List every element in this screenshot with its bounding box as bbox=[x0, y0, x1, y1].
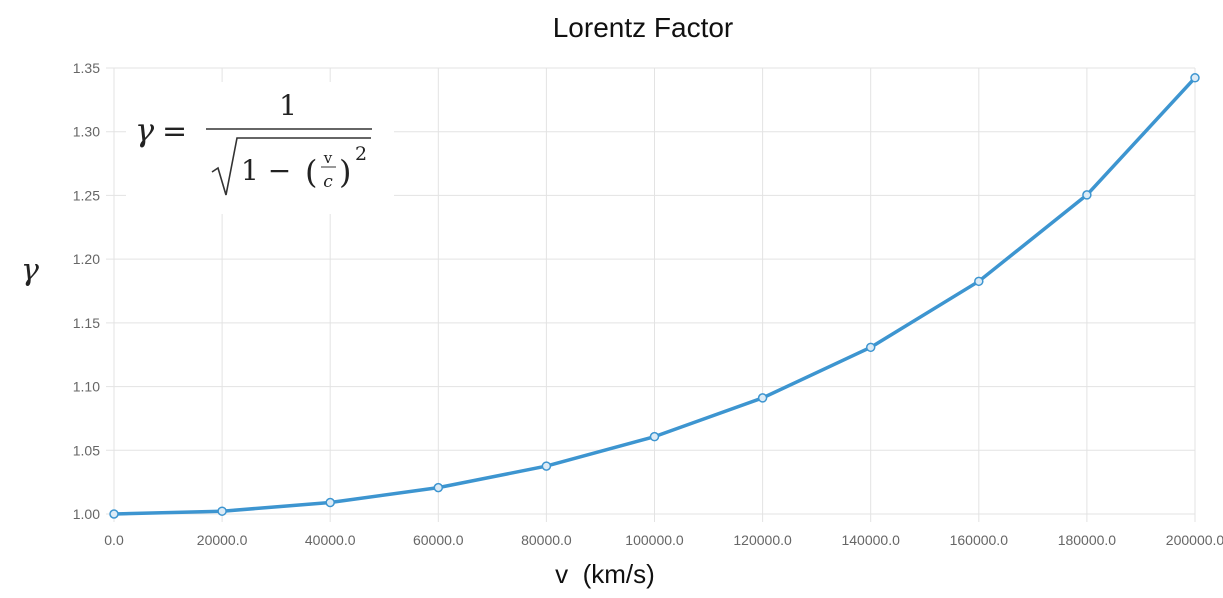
data-point bbox=[1190, 73, 1200, 83]
data-point bbox=[325, 497, 335, 508]
x-tick-label: 60000.0 bbox=[413, 532, 464, 548]
y-tick-label: 1.20 bbox=[73, 251, 100, 267]
formula-equals: = bbox=[162, 114, 187, 149]
data-point bbox=[109, 509, 119, 519]
x-tick-label: 120000.0 bbox=[733, 532, 792, 548]
formula-background bbox=[126, 82, 394, 214]
formula-numerator: 1 bbox=[279, 89, 297, 122]
x-tick-label: 180000.0 bbox=[1058, 532, 1117, 548]
data-point bbox=[541, 461, 552, 471]
series bbox=[109, 73, 1200, 519]
y-tick-label: 1.30 bbox=[73, 124, 100, 140]
x-tick-label: 20000.0 bbox=[197, 532, 248, 548]
data-point bbox=[649, 431, 660, 442]
x-tick-label: 140000.0 bbox=[841, 532, 900, 548]
data-point bbox=[217, 506, 227, 516]
sqrt-sign bbox=[211, 137, 371, 196]
y-axis-label: γ bbox=[21, 253, 39, 288]
formula-exponent: 2 bbox=[355, 143, 367, 165]
y-tick-label: 1.05 bbox=[73, 442, 100, 458]
formula-close-paren: ) bbox=[339, 153, 351, 191]
data-point bbox=[865, 342, 876, 353]
formula-one-minus: 1 − bbox=[241, 154, 291, 187]
y-ticks: 1.00 1.05 1.10 1.15 1.20 1.25 1.30 1.35 bbox=[73, 60, 100, 522]
x-tick-label: 40000.0 bbox=[305, 532, 356, 548]
x-tick-label: 160000.0 bbox=[950, 532, 1009, 548]
data-point bbox=[757, 393, 768, 403]
y-tick-label: 1.35 bbox=[73, 60, 100, 76]
formula-annotation: γ = 1 1 − ( v c ) 2 bbox=[126, 82, 394, 214]
x-ticks: 0.0 20000.0 40000.0 60000.0 80000.0 100000.0 1… bbox=[104, 532, 1223, 548]
formula-open-paren: ( bbox=[305, 153, 317, 191]
formula-gamma: γ bbox=[135, 111, 155, 149]
data-point bbox=[974, 276, 984, 287]
x-tick-label: 0.0 bbox=[104, 532, 124, 548]
data-point bbox=[1082, 190, 1092, 200]
y-tick-label: 1.00 bbox=[73, 506, 100, 522]
formula-v: v bbox=[323, 149, 333, 167]
x-tick-label: 100000.0 bbox=[625, 532, 684, 548]
data-point bbox=[433, 482, 444, 493]
x-tick-label: 200000.0 bbox=[1166, 532, 1223, 548]
chart-title: Lorentz Factor bbox=[553, 12, 734, 43]
formula-c: c bbox=[323, 172, 333, 192]
y-tick-label: 1.10 bbox=[73, 379, 100, 395]
x-axis-label: v (km/s) bbox=[555, 559, 655, 589]
y-tick-label: 1.25 bbox=[73, 187, 100, 203]
y-tick-label: 1.15 bbox=[73, 315, 100, 331]
x-tick-label: 80000.0 bbox=[521, 532, 572, 548]
